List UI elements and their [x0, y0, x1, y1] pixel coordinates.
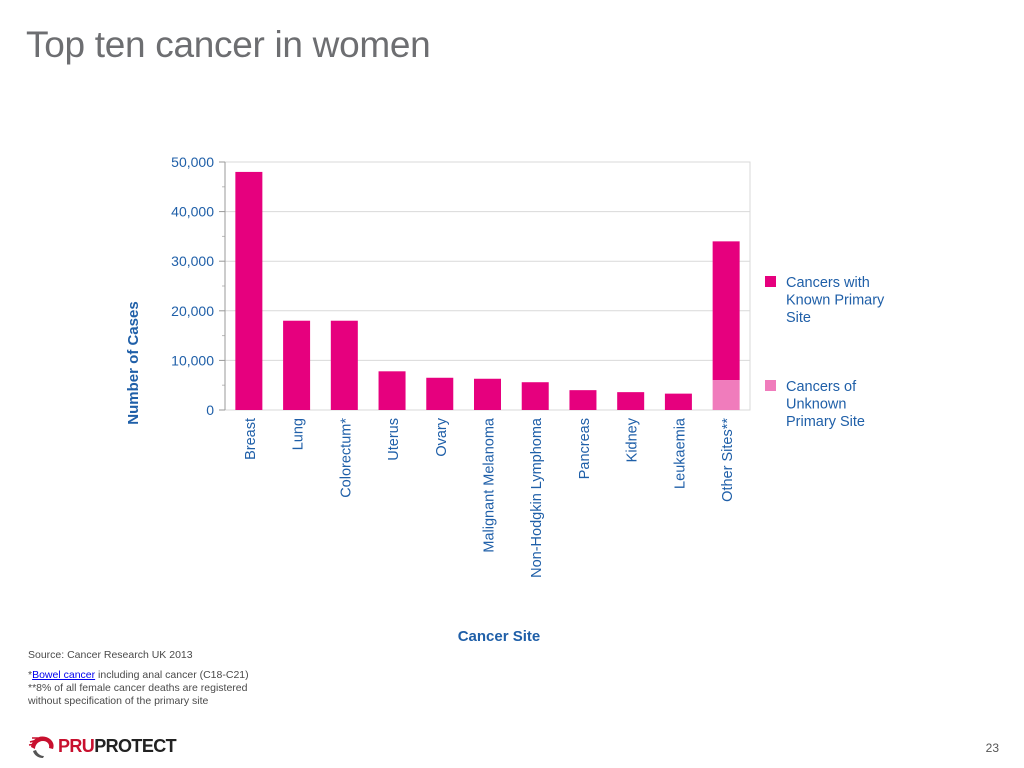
- other-sites-note-line1: **8% of all female cancer deaths are reg…: [28, 682, 248, 694]
- other-sites-note-line2: without specification of the primary sit…: [28, 695, 209, 707]
- bar-unknown-10: [712, 380, 740, 410]
- bar-known-8: [617, 392, 645, 410]
- x-tick-label: Pancreas: [577, 418, 593, 479]
- y-tick-label: 40,000: [171, 204, 214, 220]
- bowel-cancer-link[interactable]: Bowel cancer: [32, 669, 96, 681]
- x-axis-title: Cancer Site: [458, 628, 541, 645]
- bar-known-9: [664, 393, 692, 410]
- x-tick-label: Other Sites**: [720, 418, 736, 502]
- bar-known-0: [235, 171, 263, 410]
- logo-text-pru: PRU: [58, 735, 95, 756]
- y-tick-label: 0: [206, 402, 214, 418]
- x-tick-label: Leukaemia: [672, 417, 688, 489]
- x-tick-label: Non-Hodgkin Lymphoma: [529, 417, 545, 578]
- y-tick-label: 20,000: [171, 303, 214, 319]
- legend-swatch-1: [765, 380, 776, 391]
- bar-known-4: [426, 377, 454, 410]
- legend-label-0: Cancers with Known Primary Site: [786, 275, 885, 326]
- y-tick-label: 10,000: [171, 352, 214, 368]
- bowel-cancer-note: *Bowel cancer including anal cancer (C18…: [28, 669, 249, 682]
- bar-chart: 0 10,000 20,000 30,000 40,000 50,000 Breast Lun…: [125, 154, 885, 645]
- bar-known-10: [712, 241, 740, 381]
- logo-text-protect: PROTECT: [94, 735, 177, 756]
- legend-swatch-0: [765, 276, 776, 287]
- bar-known-3: [378, 371, 406, 410]
- x-tick-label: Malignant Melanoma: [482, 417, 498, 553]
- asterisk-marker: *: [28, 669, 33, 681]
- x-tick-label: Uterus: [386, 418, 402, 461]
- y-tick-label: 50,000: [171, 154, 214, 170]
- slide-title: Top ten cancer in women: [26, 24, 431, 65]
- bowel-note-text: including anal cancer (C18-C21): [95, 669, 249, 681]
- source-note: Source: Cancer Research UK 2013: [28, 649, 193, 661]
- bar-known-1: [283, 320, 311, 410]
- x-tick-label: Lung: [291, 418, 307, 450]
- logo-text: PRUPROTECT: [58, 735, 177, 757]
- prudence-head-icon: [28, 736, 54, 758]
- x-tick-label: Colorectum*: [338, 418, 354, 498]
- bar-known-6: [521, 382, 549, 410]
- footnotes: Source: Cancer Research UK 2013 *Bowel c…: [28, 649, 249, 708]
- y-tick-label: 30,000: [171, 253, 214, 269]
- x-tick-label: Ovary: [434, 417, 450, 456]
- pruprotect-logo: PRUPROTECT: [28, 731, 177, 761]
- legend-label-1: Cancers of Unknown Primary Site: [786, 379, 865, 430]
- page-number: 23: [985, 741, 999, 755]
- bar-known-7: [569, 390, 597, 410]
- y-axis-title: Number of Cases: [125, 301, 142, 424]
- bar-known-5: [474, 378, 501, 410]
- bar-known-2: [330, 320, 358, 410]
- x-tick-label: Breast: [243, 418, 259, 460]
- x-tick-label: Kidney: [625, 417, 641, 462]
